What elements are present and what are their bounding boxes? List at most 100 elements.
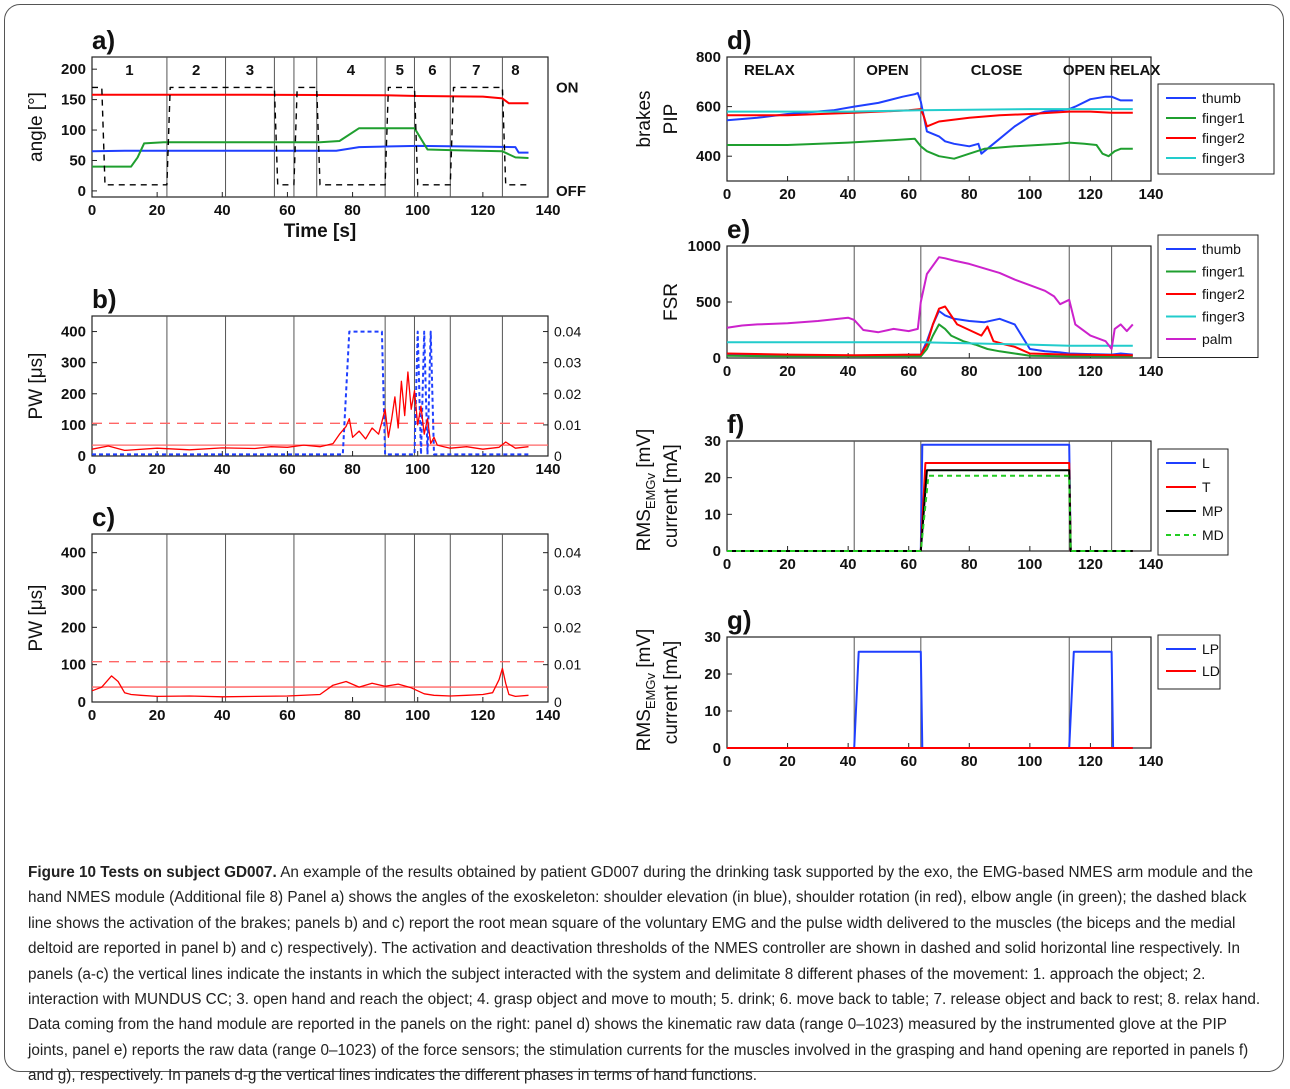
phase-label: 5 [396,62,404,79]
x-tick-label: 80 [961,556,978,573]
y2-tick-label: 0.03 [554,355,581,371]
x-tick-label: 140 [535,202,560,219]
x-tick-label: 20 [779,363,796,380]
y-tick-label: 30 [704,433,721,450]
phase-label: 6 [428,62,436,79]
x-tick-label: 100 [1017,753,1042,770]
x-tick-label: 140 [1138,363,1163,380]
y-tick-label: 30 [704,629,721,646]
y2-tick-label: 0.02 [554,386,581,402]
legend-box [1157,448,1229,556]
x-tick-label: 60 [279,461,296,478]
y-tick-label: 400 [61,545,86,562]
y-tick-label: 400 [696,148,721,165]
series-line-finger3 [727,341,1133,347]
series-line-finger3 [727,108,1133,113]
x-tick-label: 80 [344,461,361,478]
side-axis-label: RMSEMGv [mV] [634,629,658,752]
phase-label: 7 [472,62,480,79]
x-tick-label: 60 [900,753,917,770]
x-tick-label: 40 [840,556,857,573]
x-tick-label: 140 [535,461,560,478]
series-line-thumb [726,92,1133,155]
y-tick-label: 0 [78,694,86,711]
x-tick-label: 20 [779,753,796,770]
legend-label: MP [1202,503,1223,519]
y2-tick-label: 0.03 [554,582,581,598]
x-tick-label: 100 [1017,186,1042,203]
series-line-3 [92,86,529,186]
y2-tick-label: 0.01 [554,417,581,433]
panel-label: f) [727,409,744,439]
x-tick-label: 140 [1138,186,1163,203]
legend-label: thumb [1202,90,1241,106]
legend-label: thumb [1202,241,1241,257]
y-tick-label: 0 [713,350,721,367]
y-tick-label: 0 [78,183,86,200]
panel-f: f) 0 20 40 60 80 100 120 140 0 10 20 30 current [mA] L… [661,409,1229,573]
phase-label: OPEN [866,62,909,79]
x-tick-label: 120 [470,461,495,478]
y-tick-label: 600 [696,99,721,116]
x-tick-label: 40 [840,363,857,380]
x-tick-label: 40 [214,707,231,724]
series-line-MP [727,469,1133,552]
legend-label: finger1 [1202,264,1245,280]
y-tick-label: 800 [696,49,721,66]
legend-label: L [1202,455,1210,471]
phase-label: 8 [511,62,519,79]
legend-box [1157,634,1221,690]
panel-label: e) [727,214,750,244]
x-tick-label: 0 [88,202,96,219]
panel-g: g) 0 20 40 60 80 100 120 140 0 10 20 30 current [mA]R… [634,605,1221,770]
figure-frame [4,4,1284,1072]
legend-label: finger2 [1202,130,1245,146]
legend-label: finger3 [1202,309,1245,325]
y-tick-label: 20 [704,666,721,683]
x-tick-label: 0 [723,363,731,380]
series-line-finger2 [726,305,1133,357]
axes-frame [726,56,1152,182]
phase-label: 4 [347,62,356,79]
x-tick-label: 120 [1078,363,1103,380]
series-line-finger1 [726,323,1133,358]
y-tick-label: 0 [713,543,721,560]
panel-label: d) [727,25,752,55]
y-tick-label: 200 [61,619,86,636]
right-label: OFF [556,183,586,200]
x-tick-label: 60 [900,556,917,573]
x-tick-label: 80 [961,753,978,770]
y-tick-label: 300 [61,355,86,372]
y-axis-label: FSR [661,283,682,321]
x-tick-label: 100 [1017,363,1042,380]
y-axis-label: PW [μs] [26,353,47,420]
phase-label: 1 [125,62,133,79]
y-tick-label: 150 [61,92,86,109]
x-tick-label: 0 [723,753,731,770]
x-tick-label: 0 [88,461,96,478]
series-line-1 [91,144,529,154]
legend-label: finger2 [1202,286,1245,302]
x-tick-label: 60 [900,186,917,203]
x-tick-label: 140 [535,707,560,724]
panel-c: c)0 20 40 60 80 100 120 140010020030040000.010.… [26,502,581,724]
legend-label: finger3 [1202,150,1245,166]
x-tick-label: 120 [1078,753,1103,770]
x-tick-label: 120 [470,202,495,219]
axes-frame [726,636,1152,749]
x-tick-label: 0 [723,556,731,573]
y2-tick-label: 0.01 [554,657,581,673]
x-tick-label: 40 [214,461,231,478]
x-tick-label: 120 [470,707,495,724]
axes-frame [726,440,1152,552]
panel-label: c) [92,502,115,532]
y-tick-label: 0 [78,448,86,465]
y-tick-label: 400 [61,324,86,341]
phase-label: RELAX [744,62,795,79]
axes-frame [91,315,549,457]
panel-d: d) 0 20 40 60 80 100 120 140 400 600 800 RELAX OPEN CL… [634,25,1275,203]
series-line-MD [727,474,1133,552]
y-tick-label: 200 [61,386,86,403]
x-tick-label: 40 [840,186,857,203]
